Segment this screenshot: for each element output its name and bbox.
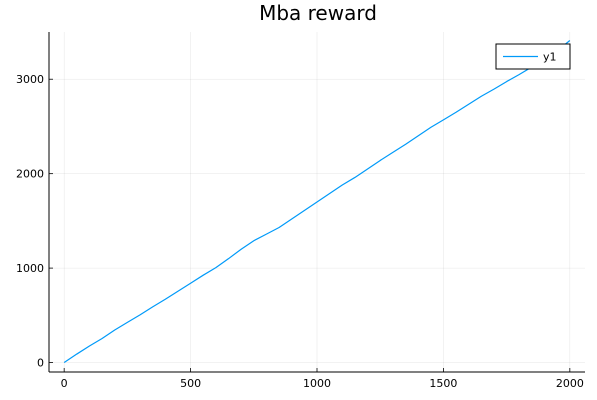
x-tick-label: 2000 [556,377,584,390]
x-tick-label: 500 [180,377,201,390]
y-tick-label: 2000 [16,168,44,181]
grid-lines [49,32,585,372]
x-tick-label: 0 [61,377,68,390]
x-tick-label: 1000 [303,377,331,390]
chart-title: Mba reward [259,1,377,25]
tick-labels: 0 500 1000 1500 2000 0 1000 2000 3000 [16,73,584,390]
legend-label: y1 [543,51,557,64]
series-line-1 [63,40,571,364]
axes [48,32,585,373]
y-tick-label: 3000 [16,73,44,86]
series-lines [63,40,571,364]
legend: y1 [495,43,571,70]
y-tick-label: 0 [37,357,44,370]
x-tick-label: 1500 [429,377,457,390]
y-tick-label: 1000 [16,262,44,275]
